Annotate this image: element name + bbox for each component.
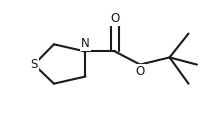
Text: S: S — [30, 58, 38, 71]
Text: O: O — [135, 65, 145, 78]
Text: N: N — [81, 37, 90, 50]
Text: O: O — [110, 12, 119, 25]
